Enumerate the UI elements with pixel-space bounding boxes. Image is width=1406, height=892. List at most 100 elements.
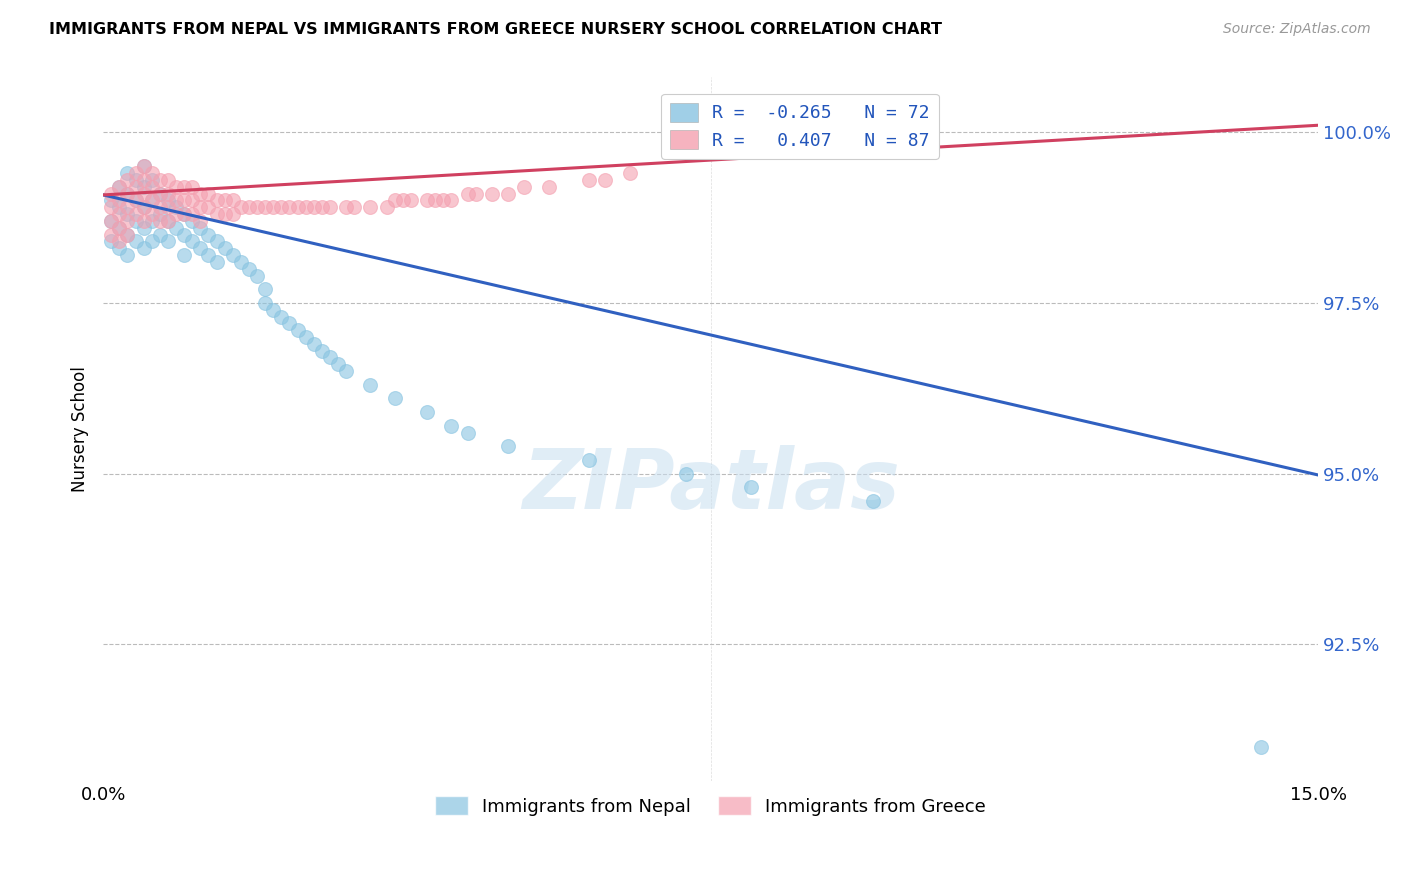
Point bbox=[595, 173, 617, 187]
Point bbox=[440, 194, 463, 208]
Point bbox=[294, 200, 316, 214]
Point bbox=[181, 235, 204, 249]
Point bbox=[132, 173, 155, 187]
Point bbox=[173, 179, 195, 194]
Point bbox=[578, 173, 600, 187]
Point bbox=[165, 194, 187, 208]
Point bbox=[149, 173, 172, 187]
Point bbox=[197, 227, 219, 242]
Point bbox=[238, 200, 260, 214]
Point bbox=[124, 194, 146, 208]
Point bbox=[117, 227, 139, 242]
Point bbox=[457, 425, 479, 440]
Point bbox=[149, 186, 172, 201]
Point bbox=[392, 194, 415, 208]
Point bbox=[432, 194, 454, 208]
Point bbox=[141, 214, 163, 228]
Point bbox=[141, 166, 163, 180]
Point bbox=[156, 200, 179, 214]
Point bbox=[124, 214, 146, 228]
Point bbox=[149, 186, 172, 201]
Point bbox=[262, 200, 284, 214]
Point bbox=[222, 248, 245, 262]
Point bbox=[181, 214, 204, 228]
Point bbox=[124, 166, 146, 180]
Point bbox=[862, 494, 884, 508]
Point bbox=[287, 323, 309, 337]
Point bbox=[124, 173, 146, 187]
Point bbox=[132, 186, 155, 201]
Point bbox=[132, 200, 155, 214]
Point bbox=[117, 214, 139, 228]
Point bbox=[335, 364, 357, 378]
Point bbox=[108, 241, 131, 255]
Point bbox=[173, 248, 195, 262]
Point bbox=[132, 241, 155, 255]
Point bbox=[173, 194, 195, 208]
Point bbox=[537, 179, 560, 194]
Point bbox=[149, 227, 172, 242]
Point bbox=[246, 268, 269, 283]
Point bbox=[619, 166, 641, 180]
Point bbox=[108, 207, 131, 221]
Point bbox=[197, 186, 219, 201]
Point bbox=[214, 241, 236, 255]
Point bbox=[132, 214, 155, 228]
Point bbox=[156, 194, 179, 208]
Point bbox=[141, 179, 163, 194]
Point bbox=[229, 255, 252, 269]
Point bbox=[302, 336, 325, 351]
Point bbox=[246, 200, 269, 214]
Point bbox=[100, 186, 122, 201]
Point bbox=[205, 235, 228, 249]
Point bbox=[254, 282, 277, 296]
Point bbox=[124, 194, 146, 208]
Point bbox=[173, 207, 195, 221]
Point bbox=[294, 330, 316, 344]
Point bbox=[222, 194, 245, 208]
Point bbox=[117, 166, 139, 180]
Point bbox=[141, 235, 163, 249]
Point bbox=[440, 418, 463, 433]
Point bbox=[1250, 739, 1272, 754]
Point bbox=[156, 235, 179, 249]
Point bbox=[278, 200, 301, 214]
Point bbox=[384, 194, 406, 208]
Point bbox=[149, 207, 172, 221]
Point bbox=[359, 377, 381, 392]
Point bbox=[214, 207, 236, 221]
Point bbox=[464, 186, 486, 201]
Point bbox=[100, 214, 122, 228]
Point bbox=[108, 220, 131, 235]
Point bbox=[384, 392, 406, 406]
Point bbox=[270, 200, 292, 214]
Point bbox=[205, 207, 228, 221]
Point bbox=[496, 186, 519, 201]
Point bbox=[117, 248, 139, 262]
Point bbox=[124, 179, 146, 194]
Point bbox=[229, 200, 252, 214]
Y-axis label: Nursery School: Nursery School bbox=[72, 367, 89, 492]
Point bbox=[108, 179, 131, 194]
Point bbox=[117, 207, 139, 221]
Point bbox=[326, 357, 349, 371]
Text: ZIPatlas: ZIPatlas bbox=[522, 445, 900, 526]
Point bbox=[141, 173, 163, 187]
Point bbox=[181, 179, 204, 194]
Point bbox=[513, 179, 536, 194]
Point bbox=[141, 194, 163, 208]
Point bbox=[287, 200, 309, 214]
Point bbox=[124, 235, 146, 249]
Point bbox=[156, 214, 179, 228]
Point bbox=[117, 173, 139, 187]
Point bbox=[496, 439, 519, 453]
Point bbox=[156, 214, 179, 228]
Point bbox=[156, 186, 179, 201]
Point bbox=[100, 214, 122, 228]
Point bbox=[100, 227, 122, 242]
Point bbox=[214, 194, 236, 208]
Point bbox=[124, 207, 146, 221]
Point bbox=[132, 159, 155, 173]
Point bbox=[359, 200, 381, 214]
Point bbox=[132, 159, 155, 173]
